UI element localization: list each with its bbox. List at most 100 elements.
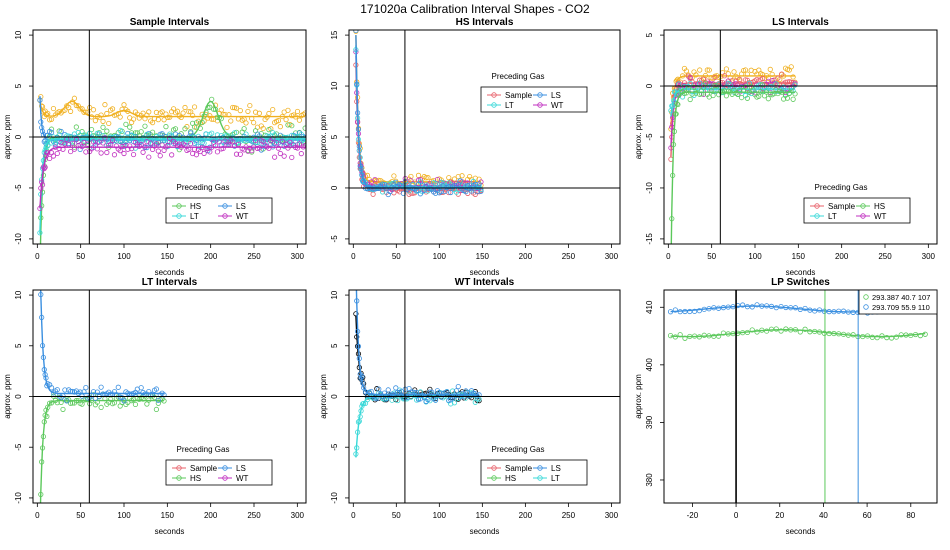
y-tick-label: 0	[330, 394, 339, 399]
data-point	[302, 125, 306, 131]
panel-title: LS Intervals	[772, 17, 829, 28]
data-point	[75, 129, 81, 136]
data-point	[48, 140, 55, 146]
data-point	[163, 124, 169, 130]
legend-marker	[491, 475, 497, 481]
series-line	[355, 395, 480, 458]
data-point	[432, 397, 439, 403]
data-point	[69, 140, 76, 146]
data-point	[749, 327, 755, 333]
data-point	[675, 82, 681, 88]
data-point	[675, 101, 681, 108]
legend-label: LS	[551, 91, 561, 100]
data-point	[749, 304, 755, 310]
data-point	[48, 116, 55, 122]
data-point	[233, 151, 240, 157]
data-point	[767, 66, 773, 72]
data-point	[193, 152, 200, 158]
data-point	[740, 302, 746, 308]
data-point	[294, 108, 301, 115]
data-point	[669, 263, 673, 267]
x-tick-label: 0	[351, 511, 356, 520]
data-point	[109, 137, 116, 143]
x-axis-label: seconds	[786, 268, 816, 277]
data-point	[792, 80, 798, 86]
data-point	[266, 145, 272, 151]
data-point	[157, 153, 163, 159]
series-orange	[353, 30, 484, 191]
data-point	[672, 307, 678, 313]
data-point	[121, 102, 127, 108]
data-point	[272, 154, 278, 160]
data-point	[285, 122, 291, 128]
data-point	[209, 96, 215, 102]
data-point	[446, 184, 452, 190]
y-tick-label: -5	[330, 235, 339, 243]
data-point	[379, 189, 386, 195]
data-point	[94, 389, 100, 395]
data-point	[710, 92, 716, 99]
legend-label: LT	[551, 474, 560, 483]
data-point	[802, 326, 808, 332]
data-point	[64, 133, 70, 139]
data-point	[47, 155, 53, 162]
data-point	[266, 110, 272, 117]
x-axis-label: seconds	[470, 268, 500, 277]
data-point	[778, 328, 784, 334]
y-tick-label: -5	[14, 443, 23, 451]
legend: HS LS LT WT	[165, 197, 273, 224]
data-point	[754, 329, 760, 335]
y-tick-label: 0	[14, 394, 23, 399]
plot-frame	[32, 289, 307, 504]
y-tick-label: -10	[330, 492, 339, 504]
x-tick-label: 50	[707, 252, 716, 261]
legend-marker	[537, 92, 543, 98]
data-point	[700, 85, 707, 91]
series-line	[670, 329, 926, 338]
data-point	[85, 141, 91, 147]
data-point	[129, 146, 135, 152]
data-point	[788, 64, 794, 70]
data-point	[48, 400, 55, 406]
plot-frame	[663, 29, 938, 245]
data-point	[203, 131, 209, 137]
data-point	[478, 188, 484, 194]
data-point	[370, 191, 376, 197]
legend-label: Sample	[505, 464, 533, 473]
legend-label: 293.387 40.7 107	[872, 293, 930, 302]
data-point	[233, 105, 240, 111]
data-point	[696, 308, 702, 314]
data-point	[387, 188, 393, 195]
data-point	[423, 175, 429, 181]
data-point	[81, 109, 87, 115]
panel-title: Sample Intervals	[130, 17, 210, 28]
plot-frame	[348, 29, 621, 245]
data-point	[381, 390, 388, 396]
data-point	[792, 82, 798, 88]
y-tick-label: 0	[645, 83, 654, 88]
data-point	[193, 120, 200, 126]
data-point	[150, 120, 156, 126]
data-point	[106, 120, 112, 127]
x-tick-label: 100	[433, 511, 447, 520]
data-point	[172, 126, 179, 132]
data-point	[298, 151, 304, 157]
data-point	[155, 397, 161, 403]
data-point	[165, 114, 171, 121]
data-point	[117, 114, 123, 120]
data-point	[247, 102, 253, 109]
data-point	[706, 67, 712, 73]
data-point	[393, 385, 399, 391]
data-point	[270, 106, 276, 113]
data-point	[448, 189, 454, 196]
y-tick-label: 400	[645, 358, 654, 372]
figure-title: 171020a Calibration Interval Shapes - CO…	[360, 2, 590, 16]
x-tick-label: 40	[819, 511, 828, 520]
plot-area	[664, 30, 937, 267]
data-point	[188, 141, 194, 147]
data-point	[231, 130, 238, 136]
series-LS	[38, 290, 167, 404]
y-tick-label: 15	[330, 30, 339, 39]
legend-box	[803, 197, 911, 224]
